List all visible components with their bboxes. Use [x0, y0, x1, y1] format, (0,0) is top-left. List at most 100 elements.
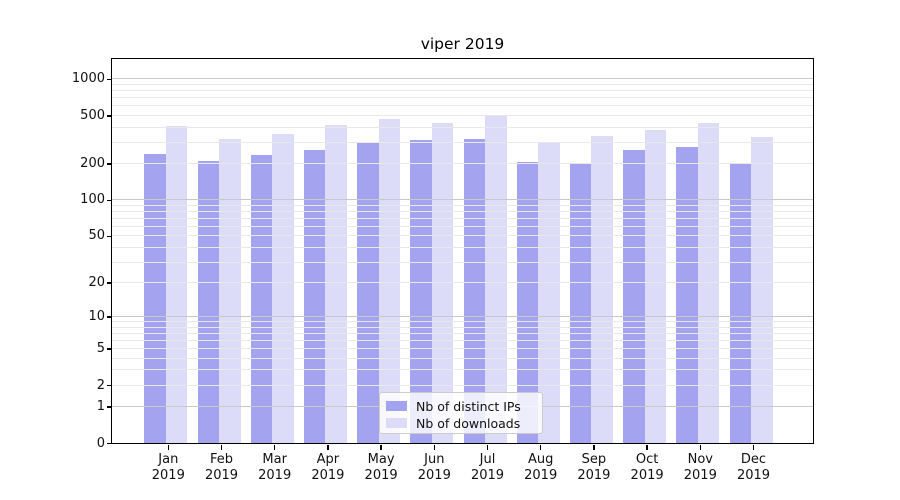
x-tick-label: Jul 2019 — [470, 452, 505, 483]
y-tick-mark — [107, 406, 112, 408]
y-tick-mark — [107, 78, 112, 81]
plot-area — [111, 58, 814, 444]
x-tick-label: Jun 2019 — [417, 452, 451, 483]
x-tick-mark — [167, 445, 169, 450]
x-tick-mark — [380, 445, 382, 450]
x-tick-label: Nov 2019 — [683, 452, 717, 483]
gridline-minor — [112, 326, 813, 328]
x-tick-mark — [274, 445, 276, 450]
x-tick-mark — [699, 445, 701, 450]
x-tick-label: Dec 2019 — [736, 452, 771, 483]
y-tick-label: 500 — [80, 107, 105, 123]
y-tick-mark — [107, 235, 112, 237]
legend-entry-ips: Nb of distinct IPs — [386, 398, 534, 414]
gridline-minor — [112, 105, 813, 107]
gridline-minor — [112, 126, 813, 128]
x-tick-label: Mar 2019 — [258, 452, 292, 483]
x-tick-label: Apr 2019 — [311, 452, 345, 483]
y-tick-label: 1 — [96, 398, 105, 414]
y-tick-label: 0 — [96, 435, 105, 451]
x-tick-mark — [752, 445, 755, 450]
bar-ips-mar — [250, 154, 273, 443]
bar-downloads-dec — [751, 136, 773, 443]
gridline-minor — [112, 217, 813, 219]
gridline-minor — [112, 357, 813, 359]
y-tick-mark — [107, 282, 112, 284]
chart-title: viper 2019 — [420, 35, 505, 53]
legend-swatch-ips-icon — [386, 401, 407, 411]
gridline-minor — [112, 348, 813, 350]
bar-ips-dec — [729, 164, 751, 443]
gridline-major — [112, 316, 813, 318]
bar-ips-sep — [569, 163, 592, 443]
bar-ips-may — [357, 142, 379, 443]
gridline-major — [112, 78, 813, 80]
gridline-minor — [112, 97, 813, 99]
y-tick-label: 2 — [96, 377, 105, 393]
bar-ips-aug — [516, 162, 539, 443]
bar-ips-oct — [623, 150, 645, 443]
y-tick-mark — [107, 199, 112, 201]
gridline-minor — [112, 261, 813, 263]
bar-downloads-sep — [591, 136, 613, 443]
bar-ips-feb — [197, 160, 219, 443]
gridline-minor — [112, 141, 813, 143]
y-tick-label: 1000 — [71, 71, 105, 87]
gridline-minor — [112, 332, 813, 334]
y-tick-label: 10 — [88, 309, 105, 325]
gridline-minor — [112, 246, 813, 248]
gridline-minor — [112, 114, 813, 116]
bar-downloads-jan — [165, 125, 188, 443]
x-tick-mark — [327, 445, 329, 450]
legend-label-downloads: Nb of downloads — [416, 415, 521, 431]
y-tick-label: 200 — [80, 156, 105, 172]
bar-downloads-nov — [697, 123, 720, 443]
y-tick-label: 20 — [88, 275, 105, 291]
gridline-minor — [112, 83, 813, 85]
y-tick-mark — [107, 115, 112, 117]
legend-label-ips: Nb of distinct IPs — [416, 398, 521, 414]
legend: Nb of distinct IPs Nb of downloads — [379, 392, 543, 434]
x-tick-label: Sep 2019 — [577, 452, 611, 483]
gridline-minor — [112, 235, 813, 237]
x-tick-label: Oct 2019 — [630, 452, 664, 483]
x-tick-label: Aug 2019 — [524, 452, 558, 483]
bar-ips-apr — [303, 149, 326, 443]
x-tick-mark — [540, 445, 542, 450]
x-tick-mark — [433, 445, 435, 450]
bar-downloads-feb — [219, 138, 241, 443]
legend-entry-downloads: Nb of downloads — [386, 415, 534, 431]
bar-downloads-aug — [538, 141, 560, 443]
bar-ips-jan — [144, 153, 166, 443]
bar-downloads-oct — [644, 130, 667, 443]
y-tick-mark — [107, 384, 112, 387]
x-tick-label: May 2019 — [364, 452, 398, 483]
y-tick-label: 100 — [80, 192, 105, 208]
gridline-minor — [112, 90, 813, 92]
bar-downloads-mar — [272, 134, 294, 443]
gridline-minor — [112, 282, 813, 284]
legend-swatch-downloads-icon — [386, 418, 407, 428]
x-tick-mark — [486, 445, 489, 450]
bar-ips-nov — [676, 147, 698, 443]
y-tick-label: 5 — [96, 341, 105, 357]
x-tick-label: Jan 2019 — [151, 452, 185, 483]
bar-downloads-apr — [325, 124, 347, 443]
gridline-minor — [112, 321, 813, 323]
y-tick-mark — [107, 348, 112, 350]
gridline-minor — [112, 369, 813, 371]
x-tick-mark — [220, 445, 223, 450]
x-tick-mark — [593, 445, 595, 450]
gridline-minor — [112, 204, 813, 206]
x-tick-label: Feb 2019 — [204, 452, 239, 483]
bar-ips-jul — [463, 138, 485, 443]
gridline-minor — [112, 163, 813, 165]
gridline-minor — [112, 225, 813, 227]
bar-downloads-jul — [485, 116, 507, 443]
gridline-minor — [112, 210, 813, 212]
gridline-minor — [112, 339, 813, 341]
gridline-minor — [112, 384, 813, 386]
y-tick-mark — [107, 163, 112, 165]
y-tick-label: 50 — [88, 228, 105, 244]
